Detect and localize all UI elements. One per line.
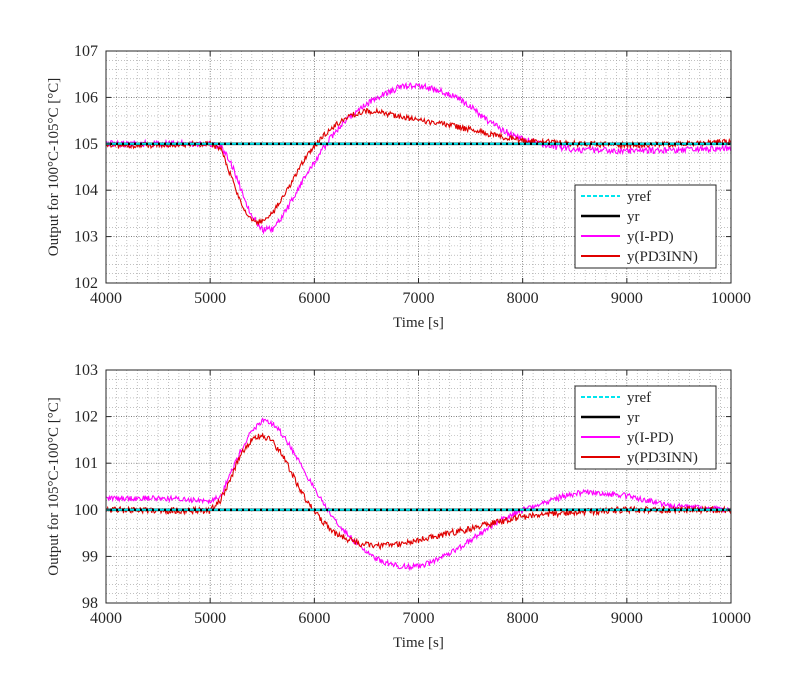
series-y-i-pd bbox=[106, 81, 731, 235]
x-tick-label: 5000 bbox=[194, 290, 226, 307]
series-y-i-pd bbox=[106, 417, 731, 572]
y-tick-label: 98 bbox=[82, 595, 98, 612]
x-tick-label: 4000 bbox=[90, 290, 122, 307]
legend-box bbox=[574, 385, 717, 470]
x-tick-label: 8000 bbox=[507, 290, 539, 307]
y-tick-label: 102 bbox=[74, 409, 98, 426]
y-tick-label: 102 bbox=[74, 275, 98, 292]
legend-label: y(PD3INN) bbox=[627, 249, 698, 265]
legend-label: y(PD3INN) bbox=[627, 450, 698, 466]
legend-label: y(I-PD) bbox=[627, 229, 674, 245]
y-tick-label: 105 bbox=[74, 136, 98, 153]
y-axis-label: Output for 105°C-100°C [°C] bbox=[46, 397, 62, 575]
y-tick-label: 99 bbox=[82, 548, 98, 565]
legend: yref yr y(I-PD) y(PD3INN) bbox=[574, 385, 717, 470]
series-group bbox=[106, 417, 731, 572]
y-tick-label: 106 bbox=[74, 89, 98, 106]
y-tick-label: 103 bbox=[74, 229, 98, 246]
x-tick-label: 10000 bbox=[711, 290, 751, 307]
x-tick-label: 8000 bbox=[507, 610, 539, 627]
x-tick-label: 4000 bbox=[90, 610, 122, 627]
legend-label: yref bbox=[627, 390, 651, 406]
x-tick-label: 5000 bbox=[194, 610, 226, 627]
y-tick-label: 103 bbox=[74, 362, 98, 379]
x-tick-label: 6000 bbox=[298, 290, 330, 307]
series-group bbox=[106, 81, 731, 235]
legend-label: yref bbox=[627, 189, 651, 205]
legend: yref yr y(I-PD) y(PD3INN) bbox=[574, 184, 717, 269]
legend-label: y(I-PD) bbox=[627, 430, 674, 446]
x-tick-label: 9000 bbox=[611, 290, 643, 307]
chart-2: 4000 5000 6000 7000 8000 9000 10000 98 99 100 101 1… bbox=[46, 362, 751, 651]
y-tick-label: 107 bbox=[74, 43, 98, 60]
x-tick-label: 9000 bbox=[611, 610, 643, 627]
x-tick-label: 7000 bbox=[403, 290, 435, 307]
y-axis-label: Output for 100°C-105°C [°C] bbox=[46, 78, 62, 256]
x-tick-label: 6000 bbox=[298, 610, 330, 627]
x-tick-label: 7000 bbox=[403, 610, 435, 627]
legend-label: yr bbox=[627, 209, 640, 225]
y-tick-label: 101 bbox=[74, 455, 98, 472]
y-tick-label: 104 bbox=[74, 182, 98, 199]
chart-1: 4000 5000 6000 7000 8000 9000 10000 102 103 104 10… bbox=[46, 43, 751, 331]
legend-box bbox=[574, 184, 717, 269]
x-axis-label: Time [s] bbox=[393, 315, 444, 331]
x-tick-label: 10000 bbox=[711, 610, 751, 627]
y-tick-label: 100 bbox=[74, 502, 98, 519]
x-axis-label: Time [s] bbox=[393, 635, 444, 651]
legend-label: yr bbox=[627, 410, 640, 426]
